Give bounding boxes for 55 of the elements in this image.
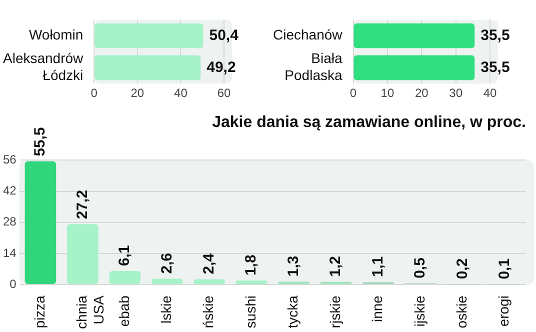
x-tick-label: chnia USA: [74, 294, 106, 329]
bar: [194, 279, 225, 284]
x-tick-label: ebab: [116, 295, 132, 327]
data-label: 27,2: [74, 190, 91, 220]
data-label: 55,5: [32, 127, 49, 156]
data-label: 35,5: [480, 26, 510, 44]
data-label: 2,6: [158, 252, 176, 274]
data-label: 2,4: [200, 252, 218, 274]
bar: [109, 270, 141, 284]
y-tick-label: 42: [2, 184, 17, 198]
x-tick-label: rjskie: [326, 295, 343, 328]
data-label: 1,1: [369, 256, 386, 278]
x-tick-label: 40: [174, 86, 188, 100]
x-tick-label: 40: [483, 86, 497, 100]
bar: [278, 282, 310, 284]
y-tick-label: 0: [10, 276, 17, 291]
x-tick-label: 20: [130, 86, 144, 100]
x-tick-label: lskie: [158, 295, 174, 324]
y-tick-label: 56: [2, 152, 17, 167]
y-tick-label: 28: [2, 214, 17, 229]
x-tick-label: 60: [217, 86, 231, 100]
x-tick-label: ńskie: [200, 295, 216, 328]
x-tick-label: 0: [350, 86, 357, 100]
data-label: 1,3: [284, 256, 302, 277]
x-tick-label: 30: [449, 86, 463, 100]
x-tick-label: oskie: [454, 295, 470, 328]
y-tick-label: Aleksandrów Łódzki: [2, 50, 84, 83]
y-tick-label: Wołomin: [28, 26, 84, 43]
x-tick-label: erogi: [496, 296, 512, 327]
data-label: 0,2: [454, 258, 471, 280]
data-label: 1,2: [327, 256, 344, 277]
x-tick-label: 0: [90, 86, 98, 100]
bar: [24, 161, 56, 284]
data-label: 50,4: [209, 26, 240, 44]
x-tick-label: inne: [369, 295, 386, 322]
x-tick-label: ijskie: [411, 295, 428, 327]
data-label: 6,1: [116, 245, 134, 266]
x-tick-label: sushi: [242, 296, 258, 328]
data-label: 0,1: [496, 258, 514, 280]
x-tick-label: tycka: [284, 295, 301, 328]
data-label: 35,5: [480, 58, 510, 76]
bar: [151, 278, 183, 284]
y-tick-label: Ciechanów: [272, 26, 344, 43]
data-label: 1,8: [242, 254, 260, 276]
y-tick-label: 14: [2, 246, 17, 260]
chart-title: Jakie dania są zamawiane online, w proc.: [212, 114, 526, 132]
x-tick-label: pizza: [31, 295, 48, 328]
bar: [236, 280, 268, 284]
bar: [320, 282, 352, 284]
data-label: 0,5: [412, 258, 429, 278]
x-tick-label: 20: [414, 86, 429, 100]
x-tick-label: 10: [380, 86, 394, 100]
y-tick-label: Biała Podlaska: [284, 50, 342, 83]
bar: [67, 224, 98, 284]
data-label: 49,2: [206, 58, 236, 76]
